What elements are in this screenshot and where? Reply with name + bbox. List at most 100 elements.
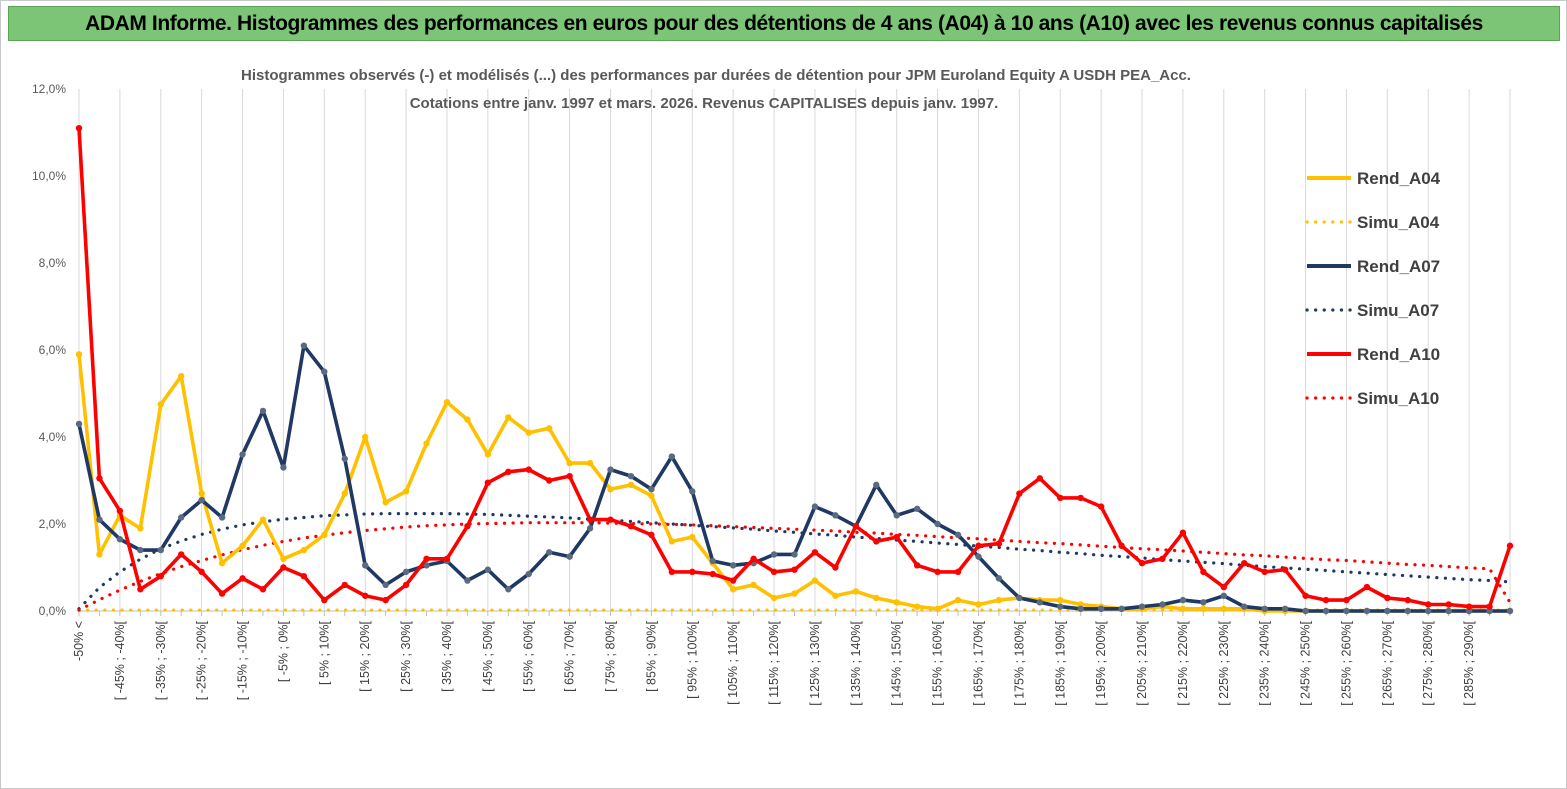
data-point <box>443 555 451 562</box>
y-tick-label: 10,0% <box>32 169 66 183</box>
x-tick-label: [ 135% ; 140%[ <box>849 620 863 705</box>
data-point <box>300 573 308 580</box>
data-point <box>689 488 696 495</box>
x-tick-label: [ 25% ; 30%[ <box>399 620 413 691</box>
data-point <box>627 522 635 530</box>
data-point <box>1343 607 1350 615</box>
data-point <box>1220 583 1228 591</box>
data-point <box>648 531 655 539</box>
x-tick-label: [ 275% ; 280%[ <box>1421 620 1435 705</box>
data-point <box>402 568 410 576</box>
data-point <box>1302 592 1309 599</box>
data-point <box>1363 607 1371 615</box>
data-point <box>75 420 83 428</box>
x-tick-label: [ 95% ; 100%[ <box>685 620 699 698</box>
data-point <box>239 575 246 582</box>
data-point <box>1241 559 1248 567</box>
data-point <box>1097 605 1105 613</box>
data-point <box>811 549 819 556</box>
data-point <box>566 472 573 480</box>
data-point <box>729 562 737 569</box>
data-point <box>607 486 614 493</box>
data-point <box>913 562 921 569</box>
data-point <box>178 514 185 521</box>
x-tick-label: [ 75% ; 80%[ <box>604 620 618 691</box>
data-point <box>525 429 532 436</box>
data-point <box>75 351 83 358</box>
data-point <box>995 540 1003 547</box>
data-point <box>913 603 921 610</box>
x-tick-label: [ 225% ; 230%[ <box>1217 620 1231 705</box>
data-point <box>873 594 880 602</box>
y-tick-label: 4,0% <box>39 430 67 444</box>
performance-histogram-chart: 0,0% 2,0% 4,0% 6,0% 8,0% 10,0% 12,0% -50% < [ -… <box>32 67 1514 706</box>
x-tick-label: [ 5% ; 10%[ <box>317 620 331 684</box>
data-point <box>218 514 226 521</box>
data-point <box>954 531 962 539</box>
data-point <box>116 536 124 543</box>
x-tick-label: [ 205% ; 210%[ <box>1135 620 1149 705</box>
data-point <box>382 581 389 589</box>
series-Rend_A04 <box>75 351 1514 615</box>
data-point <box>545 477 553 484</box>
data-point <box>1138 559 1146 567</box>
data-point <box>893 533 900 541</box>
data-point <box>1363 583 1371 591</box>
data-point <box>934 568 941 576</box>
data-point <box>689 533 696 541</box>
data-point <box>218 590 226 597</box>
data-point <box>96 475 103 482</box>
chart-title-line-2: Cotations entre janv. 1997 et mars. 2026… <box>410 95 999 112</box>
series-line <box>77 512 1512 611</box>
legend: Rend_A04 Simu_A04 Rend_A07 Simu_A07 Rend_A10… <box>1305 169 1441 408</box>
data-point <box>1118 605 1125 613</box>
data-point <box>832 512 839 519</box>
data-point <box>443 399 451 406</box>
data-point <box>852 588 860 595</box>
data-point <box>668 538 676 545</box>
data-point <box>1220 592 1228 599</box>
data-point <box>300 546 308 554</box>
series-group <box>75 124 1514 615</box>
data-point <box>362 433 369 441</box>
x-tick-label: [ 45% ; 50%[ <box>481 620 495 691</box>
data-point <box>811 577 819 584</box>
data-point <box>505 414 512 421</box>
x-tick-label: [ 15% ; 20%[ <box>358 620 372 691</box>
data-point <box>750 581 757 589</box>
data-point <box>1404 596 1411 604</box>
series-Rend_A07 <box>75 342 1514 615</box>
data-point <box>1118 542 1125 549</box>
data-point <box>1179 605 1187 613</box>
data-point <box>566 553 573 560</box>
data-point <box>893 599 900 606</box>
data-point <box>280 464 287 471</box>
data-point <box>280 564 287 571</box>
data-point <box>1384 607 1391 615</box>
data-point <box>1200 599 1207 606</box>
data-point <box>729 577 737 584</box>
data-point <box>873 538 880 545</box>
data-point <box>218 559 226 567</box>
data-point <box>525 466 532 473</box>
data-point <box>484 566 492 573</box>
y-tick-label: 6,0% <box>39 343 67 357</box>
data-point <box>157 546 164 554</box>
data-point <box>1343 596 1350 604</box>
data-point <box>157 573 164 580</box>
data-point <box>1404 607 1411 615</box>
data-point <box>607 516 614 523</box>
data-point <box>1057 596 1064 604</box>
legend-item-Simu_A10: Simu_A10 <box>1305 389 1439 408</box>
y-tick-label: 0,0% <box>39 604 67 618</box>
x-tick-label: [ 195% ; 200%[ <box>1094 620 1108 705</box>
legend-label: Rend_A04 <box>1357 169 1441 188</box>
data-point <box>239 451 246 458</box>
legend-label: Simu_A10 <box>1357 389 1439 408</box>
data-point <box>791 551 798 558</box>
data-point <box>791 590 798 597</box>
x-tick-label: [ 105% ; 110%[ <box>726 620 740 704</box>
data-point <box>729 586 737 593</box>
x-tick-label: [ 65% ; 70%[ <box>563 620 577 691</box>
data-point <box>1016 594 1023 602</box>
